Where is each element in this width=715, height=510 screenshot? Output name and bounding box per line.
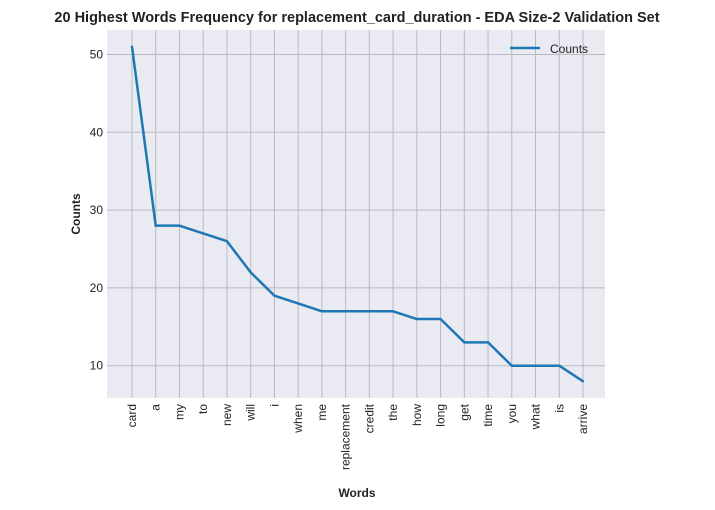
- data-point: [130, 45, 134, 48]
- data-point: [510, 364, 513, 367]
- series-line-counts: [130, 46, 584, 383]
- x-tick-label: what: [529, 403, 543, 430]
- data-point: [273, 294, 276, 297]
- y-tick-label: 20: [90, 281, 104, 295]
- data-point: [415, 317, 419, 321]
- data-point: [558, 364, 561, 367]
- data-point: [368, 310, 371, 313]
- x-tick-label: when: [291, 404, 305, 434]
- data-point: [296, 302, 300, 305]
- x-tick-label: a: [149, 404, 163, 411]
- data-point: [439, 317, 442, 321]
- data-point: [463, 341, 466, 344]
- x-tick-label: replacement: [339, 403, 353, 470]
- x-tick-label: how: [410, 404, 424, 426]
- y-tick-label: 30: [90, 203, 104, 217]
- x-tick-label: my: [172, 404, 186, 420]
- x-tick-label: you: [505, 404, 519, 423]
- data-point: [534, 364, 537, 367]
- y-tick-labels: 10 20 30 40 50: [90, 48, 104, 373]
- legend-label-counts: Counts: [550, 42, 588, 56]
- plot-area: [107, 30, 605, 398]
- x-tick-label: to: [196, 404, 210, 414]
- data-point: [249, 271, 252, 274]
- data-point: [178, 224, 181, 227]
- x-tick-label: arrive: [576, 404, 590, 434]
- x-tick-label: the: [386, 404, 400, 421]
- series-layer: [130, 45, 585, 383]
- x-tick-label: credit: [362, 403, 376, 433]
- x-tick-label: get: [457, 403, 471, 420]
- data-point: [202, 232, 205, 235]
- grid-lines: [107, 30, 605, 398]
- data-point: [225, 240, 229, 243]
- x-tick-labels: card a my to new will i when me replacement credit…: [125, 403, 590, 470]
- y-tick-label: 50: [90, 48, 104, 62]
- x-tick-label: card: [125, 404, 139, 427]
- chart-title: 20 Highest Words Frequency for replaceme…: [54, 10, 659, 26]
- x-tick-label: is: [552, 404, 566, 413]
- y-axis-label: Counts: [69, 193, 83, 235]
- data-point: [344, 310, 347, 313]
- data-point: [581, 380, 585, 383]
- y-tick-label: 10: [90, 359, 104, 373]
- y-tick-label: 40: [90, 125, 104, 139]
- x-axis-label: Words: [338, 486, 375, 500]
- x-tick-label: i: [267, 404, 281, 407]
- x-tick-label: new: [220, 404, 234, 426]
- data-point: [154, 224, 157, 227]
- legend: Counts: [510, 42, 588, 56]
- x-tick-label: will: [244, 404, 258, 422]
- x-tick-label: time: [481, 404, 495, 427]
- data-point: [320, 310, 324, 313]
- data-point: [391, 310, 395, 313]
- x-tick-label: me: [315, 404, 329, 421]
- data-point: [486, 341, 490, 344]
- x-tick-label: long: [434, 404, 448, 427]
